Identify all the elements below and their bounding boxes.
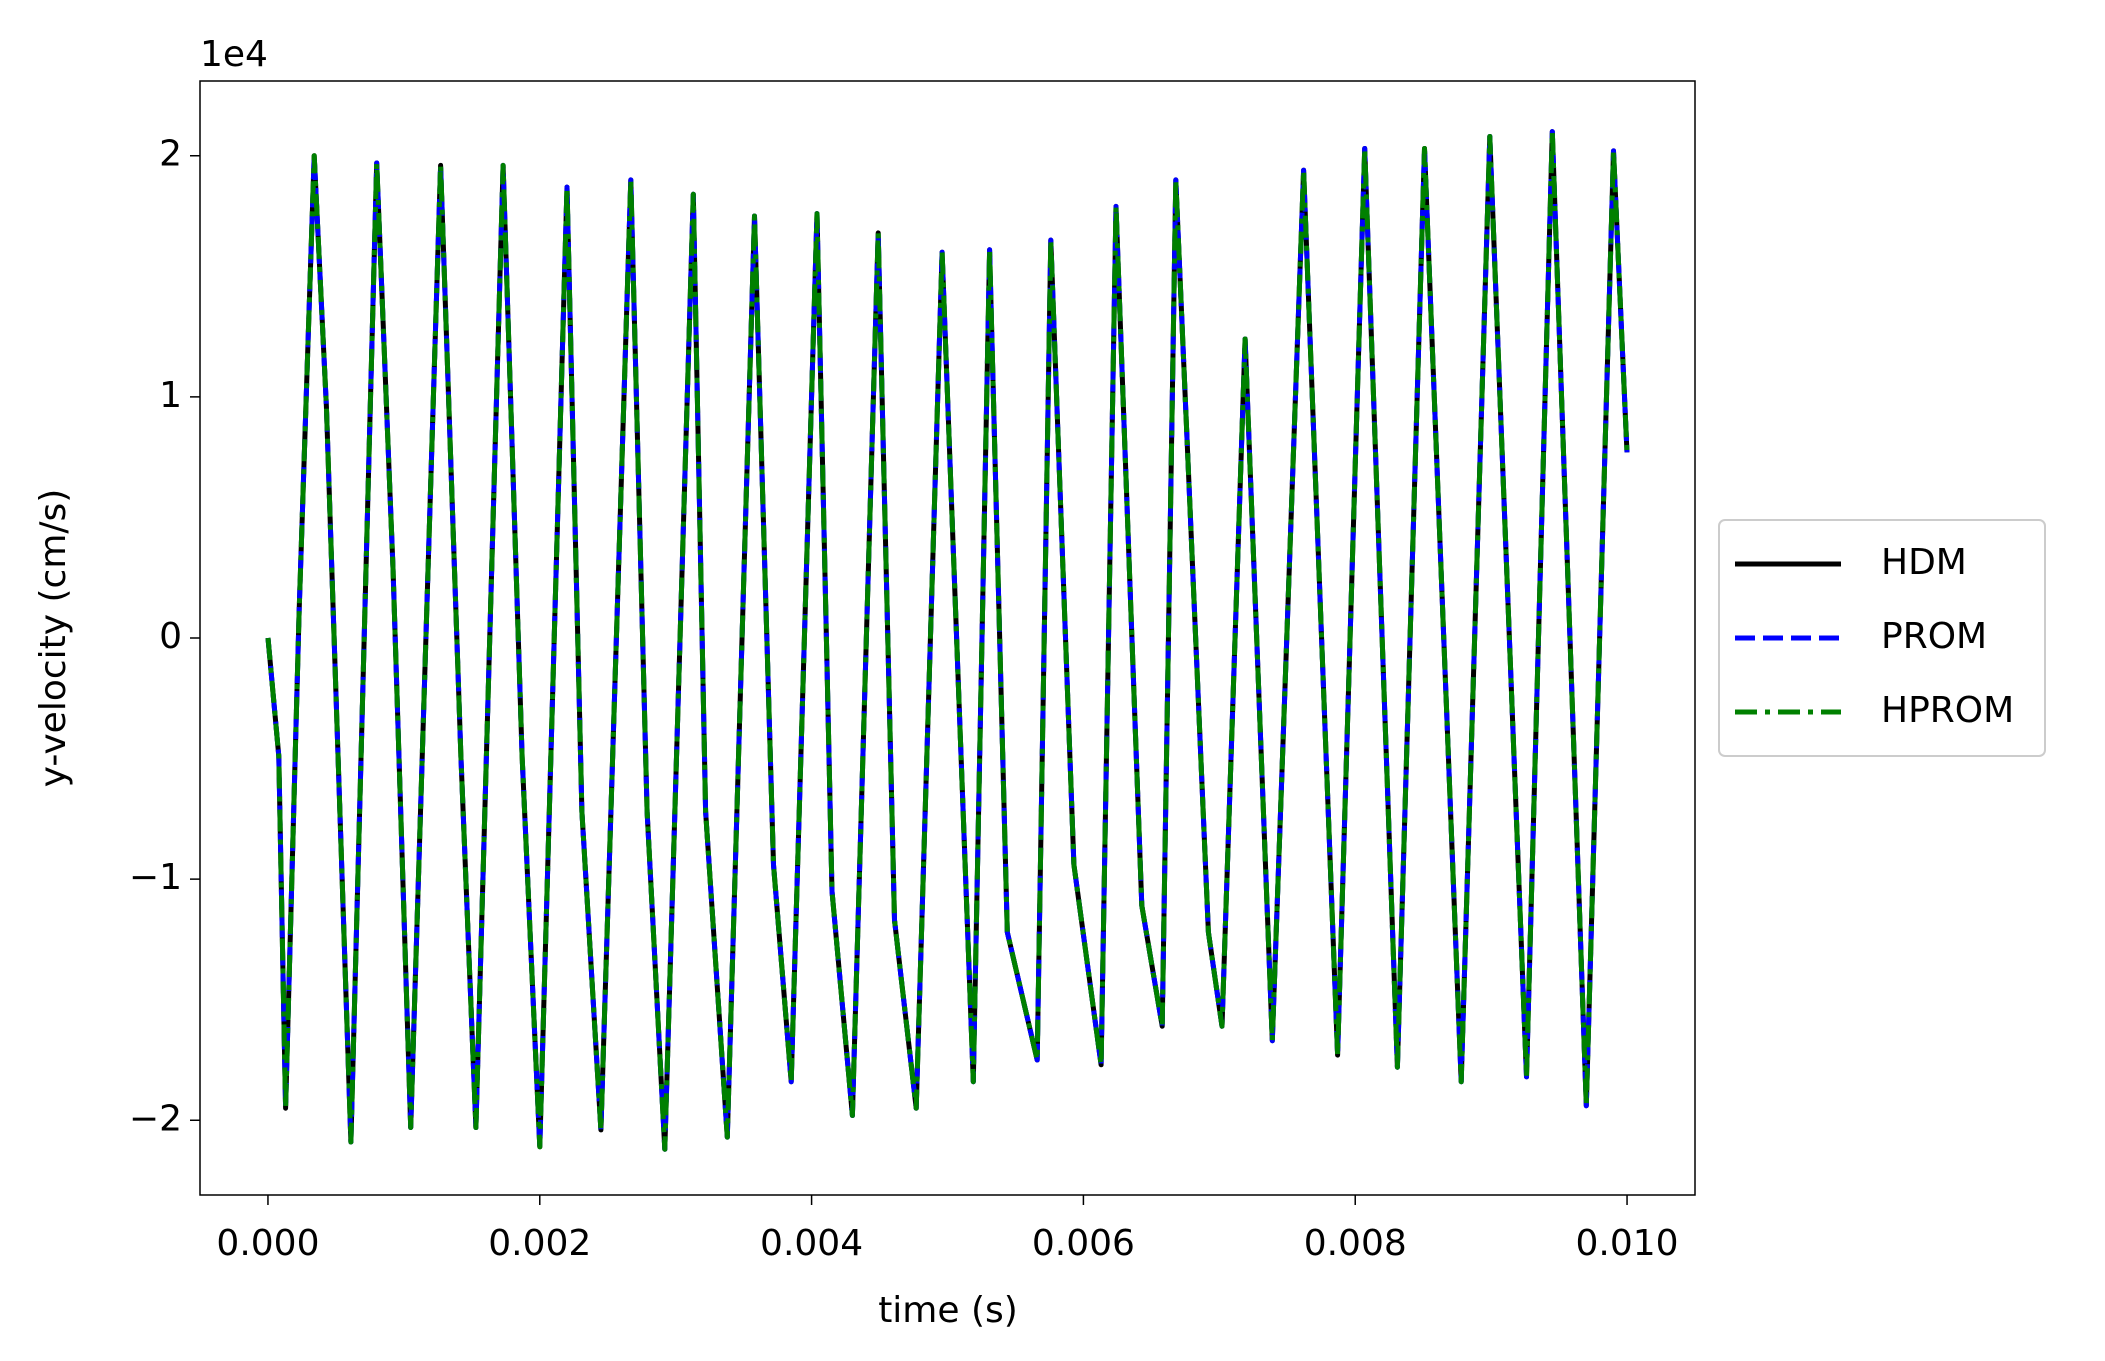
legend-label: PROM <box>1881 616 1987 657</box>
y-axis-label: y-velocity (cm/s) <box>33 489 74 788</box>
x-tick-label: 0.010 <box>1576 1223 1679 1264</box>
x-tick-label: 0.004 <box>760 1223 863 1264</box>
x-tick-label: 0.006 <box>1032 1223 1135 1264</box>
x-tick-label: 0.000 <box>216 1223 319 1264</box>
legend-box <box>1718 519 2046 757</box>
y-offset-label: 1e4 <box>200 34 268 75</box>
x-axis-label: time (s) <box>878 1290 1018 1331</box>
y-tick-label: 0 <box>159 616 182 657</box>
y-tick-label: −1 <box>129 857 182 898</box>
legend-label: HDM <box>1881 542 1967 583</box>
plot-frame <box>199 80 1696 1196</box>
series-line <box>265 129 1630 1152</box>
x-tick-label: 0.008 <box>1304 1223 1407 1264</box>
x-tick-label: 0.002 <box>488 1223 591 1264</box>
y-tick-label: 1 <box>159 375 182 416</box>
legend-label: HPROM <box>1881 690 2014 731</box>
y-tick-label: 2 <box>159 134 182 175</box>
y-tick-label: −2 <box>129 1098 182 1139</box>
